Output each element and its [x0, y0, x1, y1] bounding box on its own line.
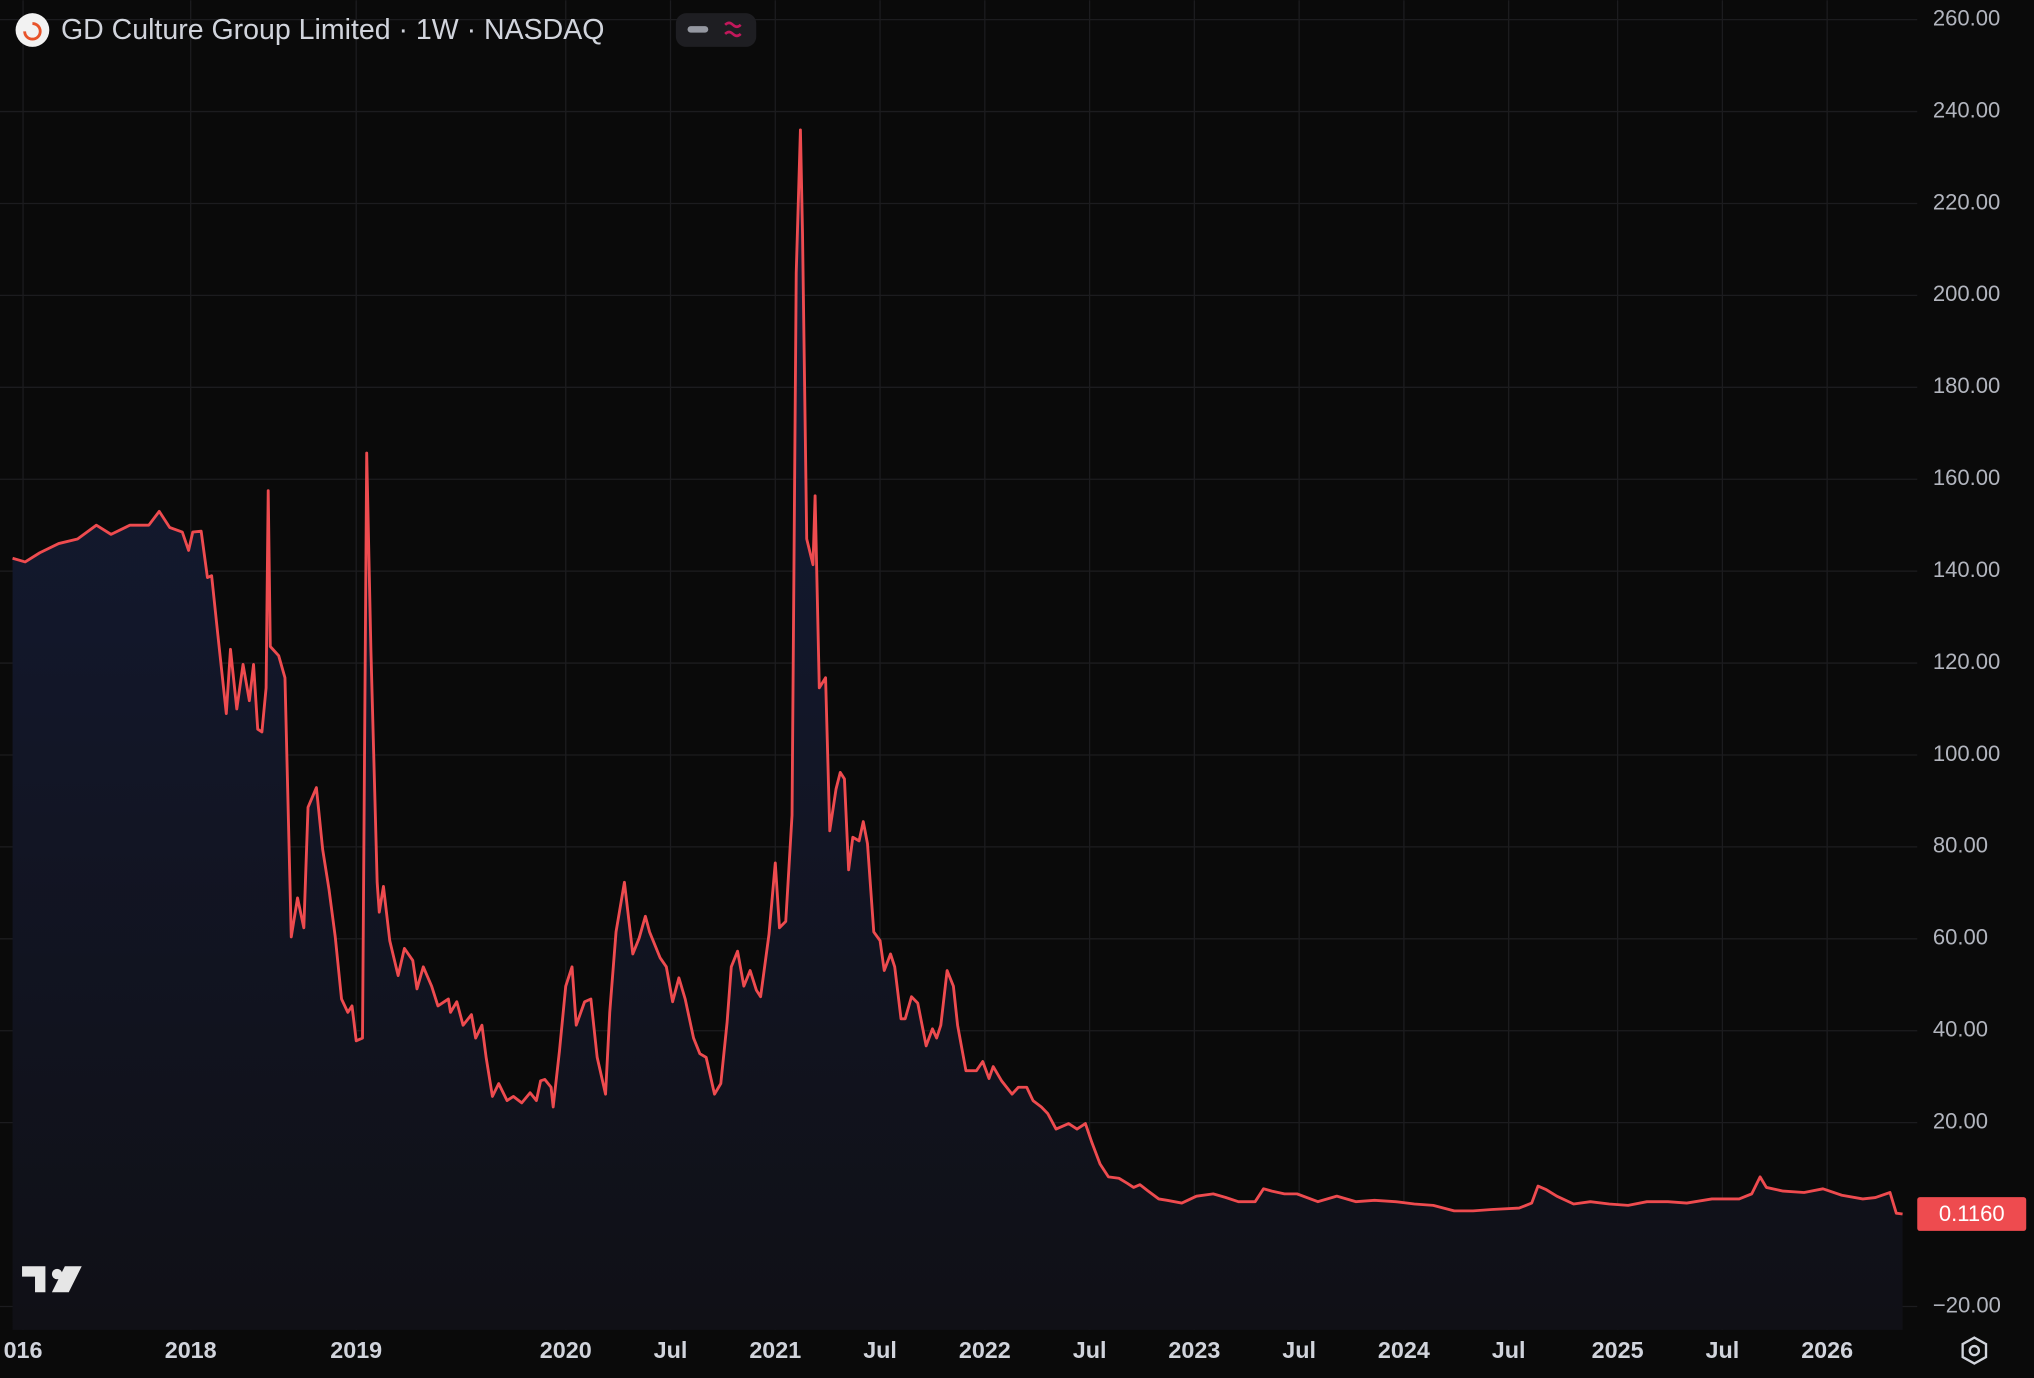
x-tick-label: 2019 [330, 1337, 382, 1363]
y-tick-label: 140.00 [1933, 557, 2000, 582]
y-tick-label: 40.00 [1933, 1017, 1988, 1042]
x-tick-label: 2026 [1801, 1337, 1853, 1363]
x-tick-label: 2018 [165, 1337, 217, 1363]
settings-button[interactable] [1961, 1336, 1988, 1365]
legend-pill[interactable] [675, 13, 757, 47]
price-line [12, 128, 1903, 1216]
y-tick-label: 180.00 [1933, 373, 2000, 398]
x-tick-label: Jul [654, 1337, 688, 1363]
y-tick-label: 240.00 [1933, 97, 2000, 122]
x-tick-label: 2022 [959, 1337, 1011, 1363]
axes: −20.00 20.00 40.00 60.00 80.00 100.00 120.00 14… [4, 5, 2027, 1363]
y-tick-label: 160.00 [1933, 465, 2000, 490]
x-tick-label: 2021 [749, 1337, 801, 1363]
price-label: 0.1160 [1939, 1201, 2005, 1226]
x-tick-label: 2023 [1168, 1337, 1220, 1363]
y-tick-label: 120.00 [1933, 649, 2000, 674]
symbol-icon [15, 13, 50, 47]
x-tick-label: Jul [863, 1337, 897, 1363]
y-tick-label: 100.00 [1933, 741, 2000, 766]
logo[interactable] [22, 1266, 82, 1293]
y-tick-label: 80.00 [1933, 833, 1988, 858]
y-tick-label: 20.00 [1933, 1108, 1988, 1133]
chart-title: GD Culture Group Limited · 1W · NASDAQ [61, 14, 605, 46]
y-tick-label: 260.00 [1933, 5, 2000, 30]
price-label-box [1917, 1197, 2027, 1231]
x-tick-label: Jul [1706, 1337, 1740, 1363]
x-tick-label: 2020 [540, 1337, 592, 1363]
x-tick-label: Jul [1073, 1337, 1107, 1363]
x-tick-label: 2024 [1378, 1337, 1430, 1363]
area-fill [12, 129, 1903, 1330]
y-tick-label: 200.00 [1933, 281, 2000, 306]
settings-icon [1968, 1344, 1981, 1357]
pill-wave-icon [724, 21, 742, 38]
y-tick-label: 220.00 [1933, 189, 2000, 214]
symbol-icon-mark [23, 22, 42, 41]
y-tick-label: 60.00 [1933, 925, 1988, 950]
plot [12, 128, 1903, 1330]
x-tick-label: 2025 [1592, 1337, 1644, 1363]
y-tick-label: −20.00 [1933, 1292, 2001, 1317]
x-tick-label: Jul [1492, 1337, 1526, 1363]
pill-icon [687, 26, 709, 33]
x-tick-label: 016 [4, 1337, 43, 1363]
logo-dot [51, 1268, 63, 1280]
x-tick-label: Jul [1282, 1337, 1316, 1363]
